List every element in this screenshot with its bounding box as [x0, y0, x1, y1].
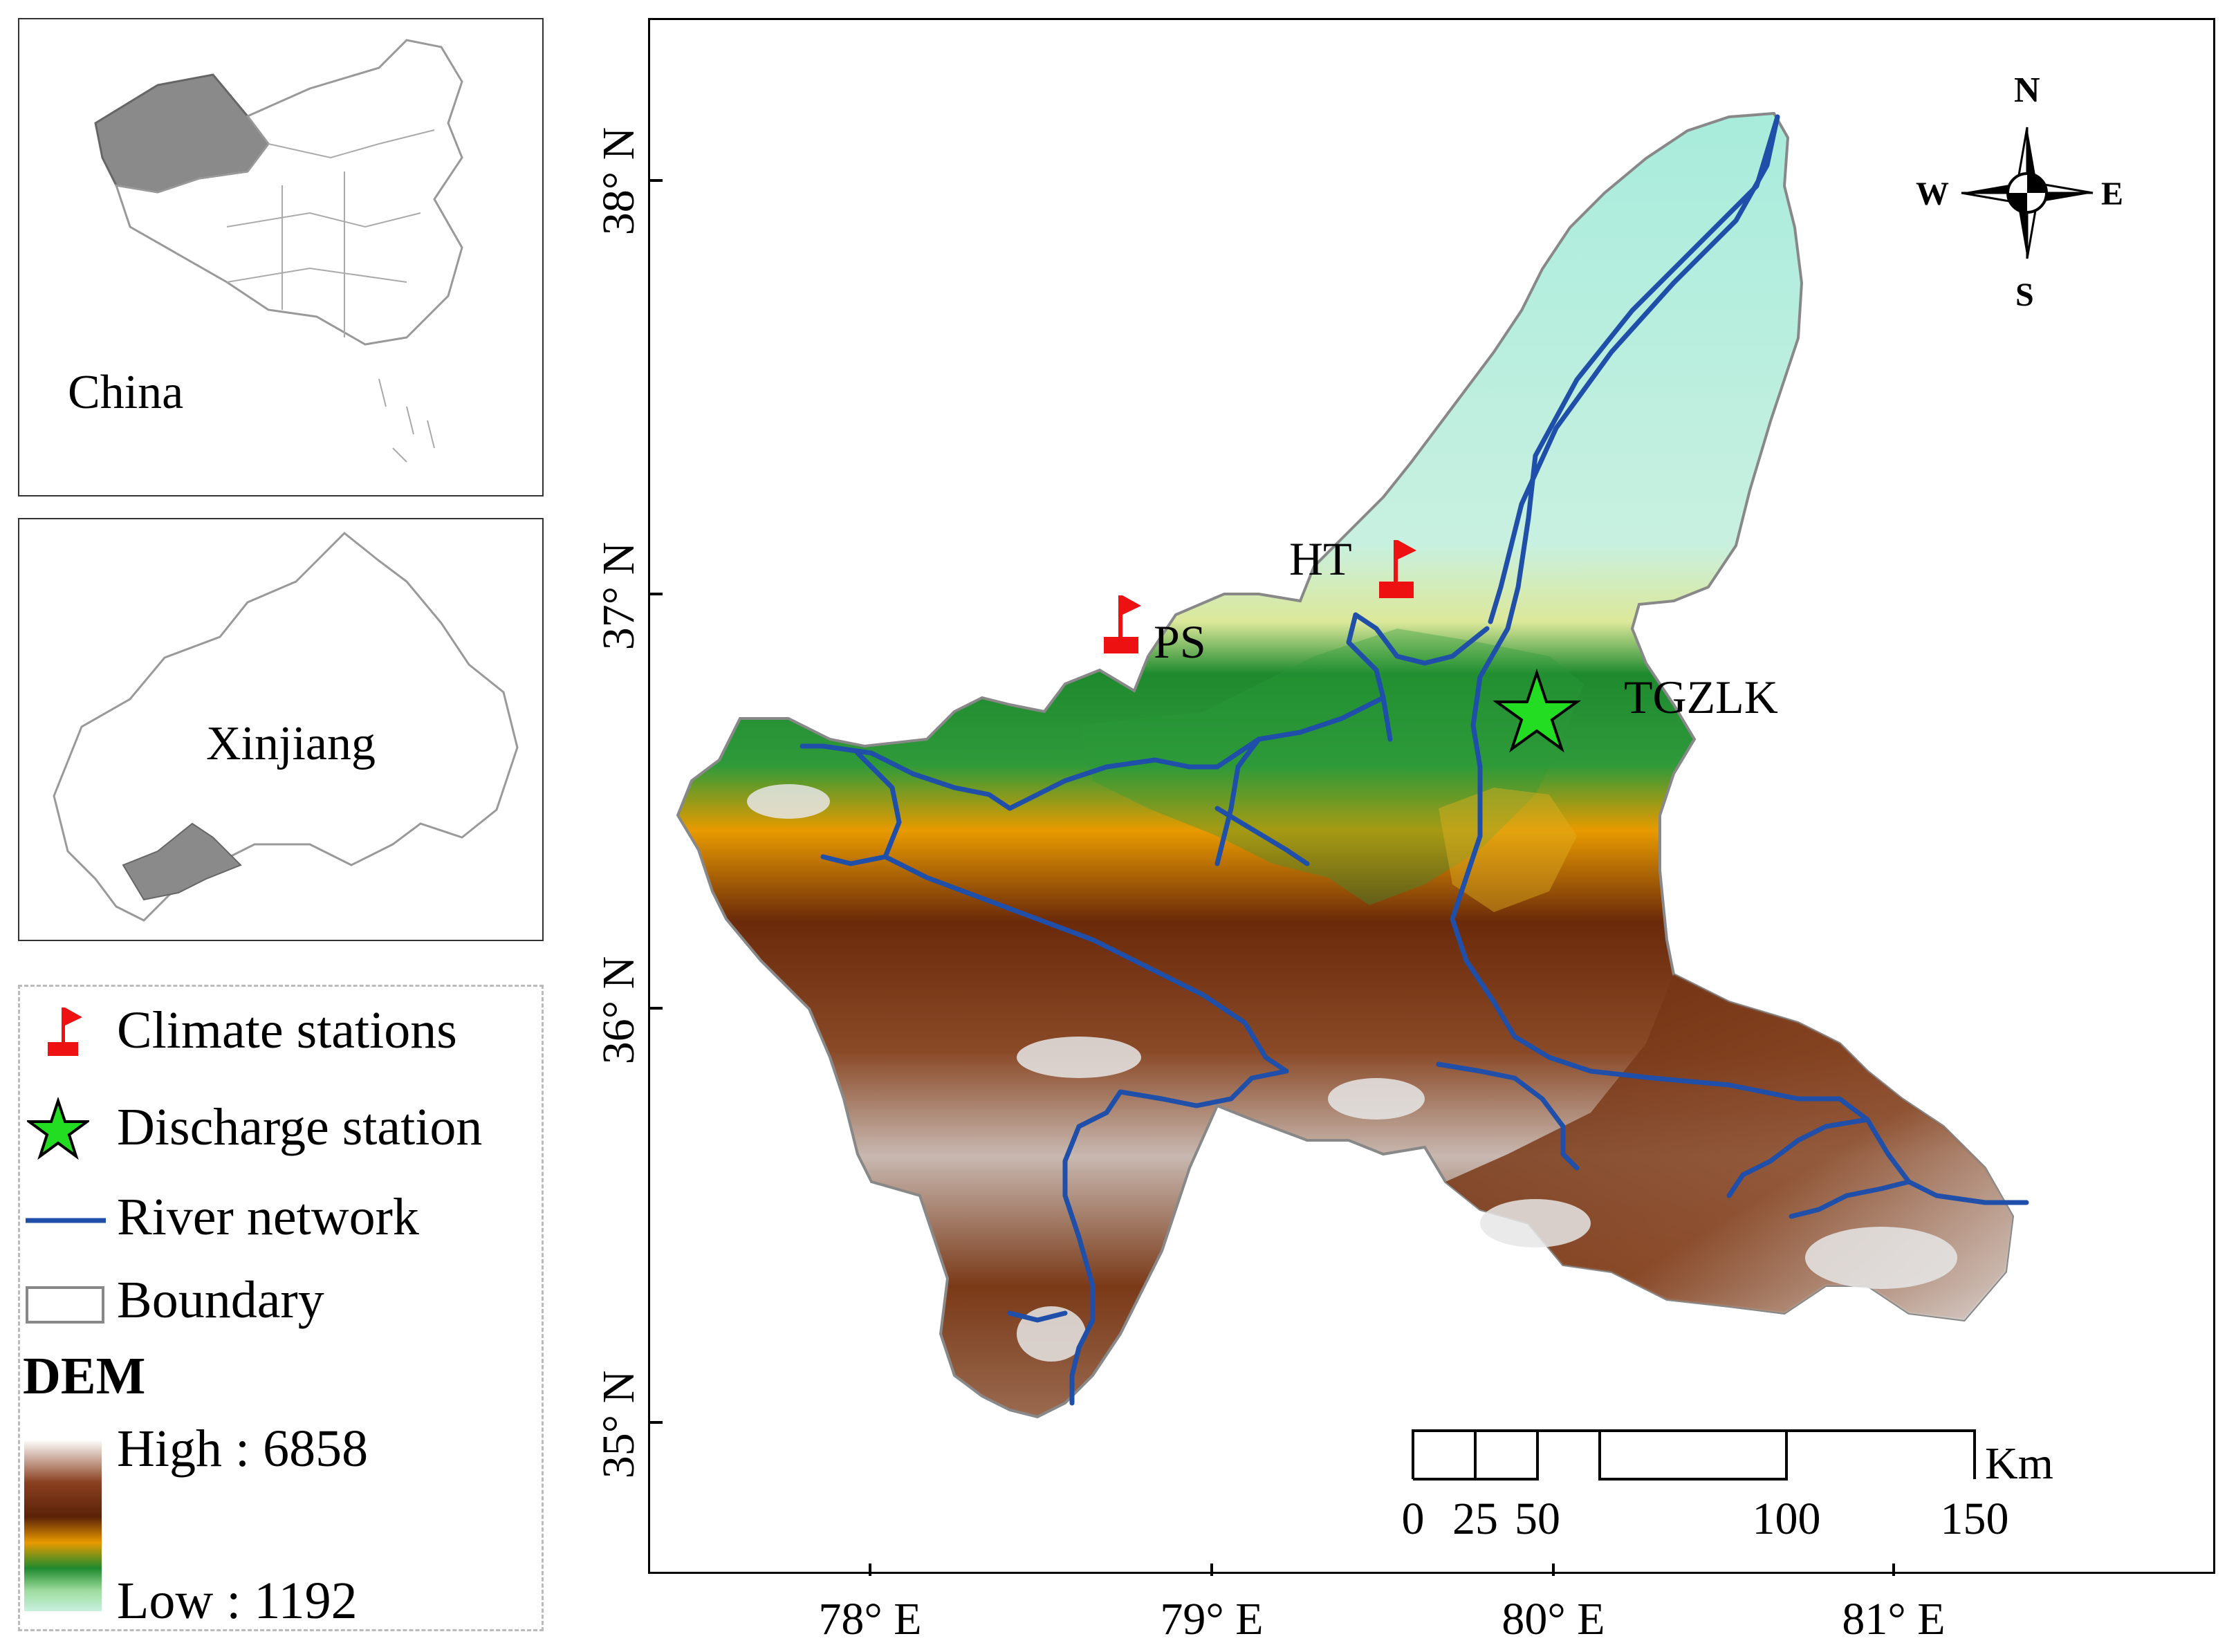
legend-river-network-label: River network: [117, 1188, 419, 1246]
lat-label-38: 38° N: [593, 127, 644, 236]
province-lines: [226, 129, 435, 337]
yellow-plateau: [1439, 788, 1577, 912]
flag-icon-ps: [1104, 595, 1141, 653]
map-legend: Climate stations Discharge station River…: [18, 985, 544, 1631]
star-icon-tgzlk: [1492, 668, 1582, 753]
river-east-branch: [1726, 1117, 1870, 1198]
flag-icon: [48, 1008, 82, 1056]
lon-label-80: 80° E: [1502, 1594, 1605, 1644]
river-southwest: [883, 854, 1289, 1074]
dem-color-ramp: [24, 1440, 102, 1611]
boundary-box-icon: [26, 1286, 104, 1324]
lat-label-37: 37° N: [593, 541, 644, 651]
scale-tick-25: 25: [1452, 1494, 1498, 1544]
river-south-tributary: [1007, 1310, 1068, 1323]
river-line-icon: [26, 1218, 106, 1223]
xinjiang-highlight: [94, 73, 270, 194]
xinjiang-label: Xinjiang: [206, 717, 376, 770]
station-label-tgzlk: TGZLK: [1624, 671, 1778, 723]
lon-label-81: 81° E: [1842, 1594, 1946, 1644]
lat-label-36: 36° N: [593, 956, 644, 1065]
snow-patches: [747, 784, 1957, 1362]
main-dem-map: 38° N 37° N 36° N 35° N 78° E 79° E 80° …: [593, 18, 2215, 1644]
river-tributary-ht: [1346, 612, 1490, 742]
star-icon: [27, 1097, 89, 1160]
compass-w: W: [1916, 176, 1949, 212]
river-east-branch-2: [1789, 1179, 1912, 1219]
scale-unit: Km: [1985, 1438, 2053, 1489]
flag-icon-ht: [1379, 540, 1416, 598]
xinjiang-boundary: [53, 531, 519, 922]
lon-ticks: [869, 1563, 1895, 1576]
lon-label-79: 79° E: [1160, 1594, 1264, 1644]
compass-n: N: [2014, 71, 2040, 110]
china-label: China: [68, 366, 184, 419]
xinjiang-inset-map: Xinjiang: [18, 518, 544, 941]
river-tributary-2: [1214, 806, 1310, 866]
islands: [378, 378, 435, 463]
river-western-branch: [800, 736, 1262, 811]
compass-rose-icon: [1961, 127, 2094, 259]
scale-tick-150: 150: [1940, 1494, 2009, 1544]
river-trunk: [1470, 114, 1780, 839]
legend-discharge-station-label: Discharge station: [117, 1098, 483, 1156]
scale-bar: [1412, 1429, 1976, 1481]
xinjiang-outline-map: [53, 531, 519, 922]
legend-climate-stations-label: Climate stations: [117, 1001, 457, 1059]
compass-e: E: [2101, 176, 2124, 212]
river-west-loop: [820, 750, 902, 866]
lat-ticks: [650, 179, 663, 1424]
lon-label-78: 78° E: [818, 1594, 922, 1644]
china-boundary: [114, 39, 463, 346]
green-midlands: [1079, 629, 1584, 905]
legend-boundary-label: Boundary: [117, 1271, 324, 1329]
scale-tick-100: 100: [1752, 1494, 1821, 1544]
basin-highlight: [122, 822, 242, 901]
legend-dem-title: DEM: [23, 1347, 146, 1405]
station-label-ps: PS: [1154, 615, 1206, 668]
legend-dem-low: Low : 1192: [117, 1572, 358, 1630]
china-inset-map: China: [18, 18, 544, 496]
river-south: [1062, 1068, 1289, 1406]
compass-s: S: [2015, 277, 2034, 313]
river-east: [1450, 833, 2029, 1205]
scale-tick-50: 50: [1515, 1494, 1560, 1544]
river-network: [800, 114, 2029, 1406]
scale-tick-0: 0: [1401, 1494, 1425, 1544]
river-east-tributary: [1436, 1061, 1580, 1171]
lat-label-35: 35° N: [593, 1370, 644, 1479]
legend-dem-high: High : 6858: [117, 1420, 369, 1478]
station-label-ht: HT: [1289, 532, 1352, 585]
china-outline-map: [94, 39, 463, 463]
basin-dem-svg: [650, 111, 2094, 1576]
